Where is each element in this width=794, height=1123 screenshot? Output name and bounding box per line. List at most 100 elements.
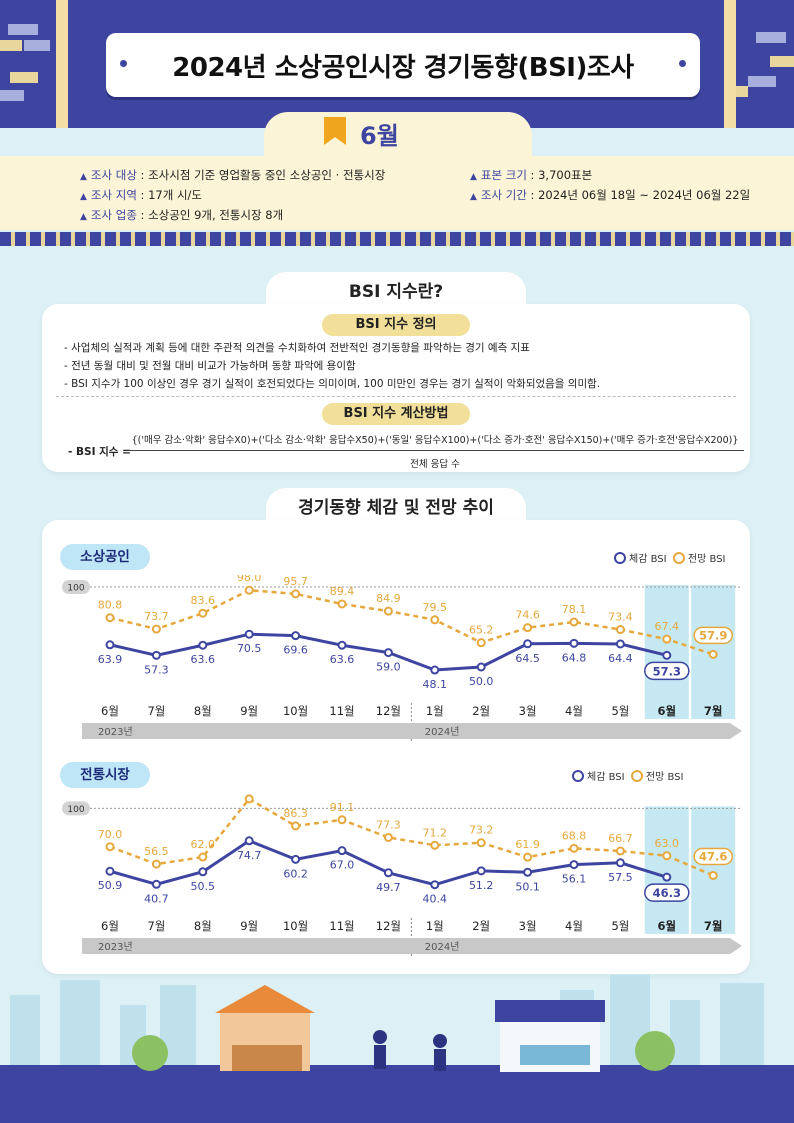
- actual-point: [244, 629, 254, 639]
- actual-point: [662, 872, 672, 882]
- outlook-point: [337, 599, 347, 609]
- x-tick-label: 8월: [194, 704, 212, 718]
- outlook-point: [198, 608, 208, 618]
- actual-data-label: 59.0: [376, 661, 401, 674]
- label: 표본 크기: [480, 168, 527, 182]
- dot-icon: [679, 60, 686, 67]
- actual-point: [430, 880, 440, 890]
- header-stripe: [56, 0, 68, 128]
- formula-numerator: {('매우 감소·악화' 응답수X0)+('다소 감소·악화' 응답수X50)+…: [131, 435, 739, 446]
- actual-point: [430, 665, 440, 675]
- year-label: 2023년: [98, 726, 133, 738]
- actual-point: [662, 650, 672, 660]
- value: : 2024년 06월 18일 ~ 2024년 06월 22일: [526, 188, 751, 202]
- outlook-data-label: 61.9: [515, 838, 540, 851]
- bookmark-icon: [324, 117, 346, 145]
- value: : 3,700표본: [526, 168, 593, 182]
- actual-data-label: 50.9: [98, 879, 123, 892]
- actual-point: [476, 662, 486, 672]
- market-stall-left: [215, 985, 315, 1071]
- shoppers: [373, 1030, 447, 1071]
- outlook-point: [615, 625, 625, 635]
- outlook-point: [708, 870, 718, 880]
- x-tick-label: 4월: [565, 704, 583, 718]
- actual-point: [523, 867, 533, 877]
- x-tick-label: 9월: [240, 704, 258, 718]
- x-tick-label: 12월: [376, 704, 401, 718]
- outlook-point: [291, 821, 301, 831]
- outlook-data-label: 62.0: [191, 838, 216, 851]
- outlook-point: [523, 623, 533, 633]
- actual-data-label: 64.5: [515, 652, 540, 665]
- outlook-line: [109, 797, 714, 877]
- actual-data-label: 74.7: [237, 849, 262, 862]
- outlook-data-label: 84.9: [376, 592, 401, 605]
- actual-point: [523, 639, 533, 649]
- actual-point: [615, 639, 625, 649]
- actual-data-label: 50.0: [469, 675, 494, 688]
- x-tick-label: 5월: [611, 704, 629, 718]
- formula-label: - BSI 지수 =: [68, 446, 131, 458]
- chart-small-business: 100 80.8 73.7 83.6 98.0 95.7 89.4 84.9 79.5 65.2 7…: [62, 575, 742, 741]
- trees: [132, 1031, 675, 1071]
- brick-decoration: [756, 32, 786, 43]
- brick-decoration: [0, 40, 22, 51]
- outlook-data-label: 89.4: [330, 585, 355, 598]
- outlook-data-label: 77.3: [376, 818, 401, 831]
- outlook-data-label: 73.4: [608, 611, 633, 624]
- actual-data-label: 46.3: [653, 886, 681, 900]
- highlight-column: [644, 806, 689, 934]
- label: 조사 업종: [90, 208, 137, 222]
- outlook-point: [569, 617, 579, 627]
- actual-data-label: 51.2: [469, 879, 494, 892]
- outlook-point: [476, 638, 486, 648]
- actual-data-label: 40.4: [423, 893, 448, 906]
- actual-point: [476, 866, 486, 876]
- legend-actual-icon: [572, 770, 584, 782]
- x-tick-label: 3월: [519, 919, 537, 933]
- outlook-point: [105, 613, 115, 623]
- x-tick-label: 7월: [147, 919, 165, 933]
- outlook-line: [109, 588, 714, 656]
- brick-decoration: [8, 24, 38, 35]
- actual-data-label: 70.5: [237, 642, 262, 655]
- triangle-icon: ▲: [80, 212, 87, 222]
- label: 조사 지역: [90, 188, 137, 202]
- outlook-data-label: 63.0: [655, 837, 680, 850]
- actual-data-label: 49.7: [376, 881, 401, 894]
- triangle-icon: ▲: [470, 172, 477, 182]
- actual-data-label: 50.1: [515, 880, 540, 893]
- actual-point: [291, 854, 301, 864]
- actual-data-label: 69.6: [283, 644, 308, 657]
- actual-point: [105, 640, 115, 650]
- bsi-calc-title: BSI 지수 계산방법: [322, 403, 470, 425]
- actual-point: [383, 868, 393, 878]
- year-label: 2024년: [425, 941, 460, 953]
- month-tab: [264, 112, 532, 162]
- outlook-point: [430, 615, 440, 625]
- actual-data-label: 60.2: [283, 867, 308, 880]
- ground: [0, 1065, 794, 1123]
- outlook-point: [569, 843, 579, 853]
- outlook-point: [151, 624, 161, 634]
- actual-data-label: 56.1: [562, 873, 587, 886]
- timeline-arrow: [82, 723, 742, 739]
- chart-title-small-business: 소상공인: [60, 544, 150, 570]
- legend-outlook: 전망 BSI: [687, 554, 726, 565]
- x-tick-label: 1월: [426, 704, 444, 718]
- outlook-data-label: 79.5: [423, 601, 448, 614]
- x-tick-label: 1월: [426, 919, 444, 933]
- reference-badge: [62, 801, 90, 816]
- outlook-data-label: 57.9: [699, 628, 727, 642]
- x-tick-label: 6월: [101, 919, 119, 933]
- actual-data-label: 67.0: [330, 859, 355, 872]
- actual-data-label: 63.6: [191, 653, 216, 666]
- x-tick-label: 7월: [704, 704, 723, 718]
- actual-point: [569, 638, 579, 648]
- x-tick-label: 6월: [658, 919, 677, 933]
- outlook-data-label: 78.1: [562, 603, 587, 616]
- reference-badge: [62, 580, 90, 594]
- x-tick-label: 2월: [472, 704, 490, 718]
- actual-point: [569, 860, 579, 870]
- month-label: 6월: [360, 122, 399, 150]
